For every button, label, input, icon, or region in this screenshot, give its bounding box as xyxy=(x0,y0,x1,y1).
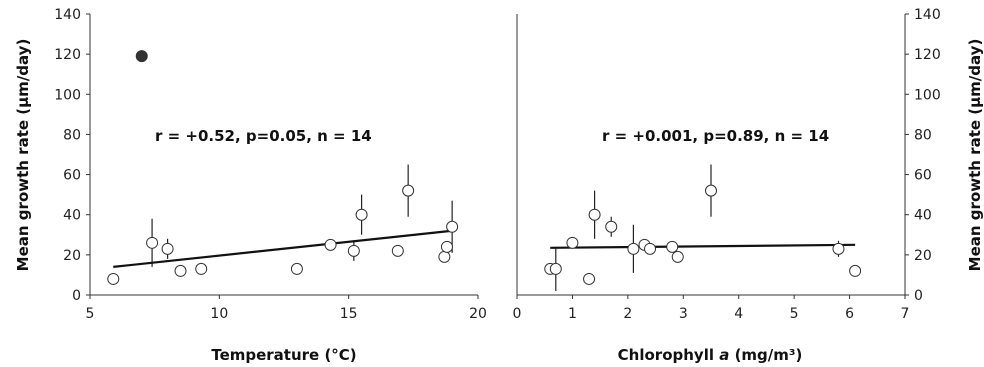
left-data-point xyxy=(446,220,459,233)
left-y-axis-label: Mean growth rate (µm/day) xyxy=(14,39,32,272)
left-correlation-annotation: r = +0.52, p=0.05, n = 14 xyxy=(155,127,372,145)
left-data-point xyxy=(402,184,415,197)
right-y-ticks: 0 20 40 60 80 100 120 140 xyxy=(905,7,941,304)
right-y-tick-label: 100 xyxy=(914,87,941,103)
right-data-point xyxy=(583,272,596,285)
left-data-point xyxy=(290,262,303,275)
left-outlier-point xyxy=(135,50,148,63)
right-x-tick-label: 7 xyxy=(901,306,910,322)
right-x-tick-label: 6 xyxy=(845,306,854,322)
right-data-marks xyxy=(544,164,862,291)
right-x-tick-label: 0 xyxy=(513,306,522,322)
left-trend-line xyxy=(113,229,453,268)
right-x-ticks: 0 1 2 3 4 5 6 7 xyxy=(513,295,910,322)
right-data-point xyxy=(644,242,657,255)
left-y-tick-label: 20 xyxy=(63,248,81,264)
right-x-tick-label: 1 xyxy=(568,306,577,322)
left-data-point xyxy=(347,244,360,257)
right-data-point xyxy=(671,250,684,263)
left-y-tick-label: 60 xyxy=(63,168,81,184)
left-x-tick-label: 5 xyxy=(86,306,95,322)
left-x-ticks: 5 10 15 20 xyxy=(86,295,487,322)
right-data-point xyxy=(705,184,717,197)
right-y-tick-label: 40 xyxy=(914,208,932,224)
left-y-tick-label: 140 xyxy=(54,7,81,23)
left-y-tick-label: 40 xyxy=(63,208,81,224)
right-y-tick-label: 0 xyxy=(914,288,923,304)
right-trend-line xyxy=(550,243,856,249)
left-data-marks xyxy=(107,50,459,285)
right-data-point xyxy=(605,220,618,233)
right-data-point xyxy=(666,240,679,253)
right-y-tick-label: 20 xyxy=(914,248,932,264)
left-data-point xyxy=(107,272,120,285)
right-data-point xyxy=(588,208,601,221)
left-data-point xyxy=(195,262,208,275)
right-x-tick-label: 3 xyxy=(679,306,688,322)
right-y-tick-label: 80 xyxy=(914,127,932,143)
left-y-tick-label: 100 xyxy=(54,87,81,103)
right-correlation-annotation: r = +0.001, p=0.89, n = 14 xyxy=(602,127,829,145)
left-x-tick-label: 10 xyxy=(210,306,228,322)
right-y-tick-label: 60 xyxy=(914,168,932,184)
right-data-point xyxy=(549,262,562,275)
left-panel: Mean growth rate (µm/day) Temperature (°… xyxy=(14,7,487,364)
left-data-point xyxy=(174,264,187,277)
right-y-axis-label: Mean growth rate (µm/day) xyxy=(966,39,984,272)
left-y-tick-label: 0 xyxy=(72,288,81,304)
left-y-tick-label: 120 xyxy=(54,47,81,63)
left-x-tick-label: 20 xyxy=(469,306,487,322)
right-y-tick-label: 120 xyxy=(914,47,941,63)
left-data-point xyxy=(161,242,174,255)
right-data-point xyxy=(627,242,640,255)
right-data-point xyxy=(832,242,845,255)
left-data-point xyxy=(440,240,453,253)
right-data-point xyxy=(849,264,862,277)
left-data-point xyxy=(438,250,451,263)
right-x-axis-label: Chlorophyll a (mg/m³) xyxy=(618,346,803,364)
left-y-ticks: 0 20 40 60 80 100 120 140 xyxy=(54,7,90,304)
left-data-point xyxy=(324,238,337,251)
right-x-tick-label: 5 xyxy=(790,306,799,322)
right-data-point xyxy=(566,236,579,249)
left-x-tick-label: 15 xyxy=(340,306,358,322)
left-x-axis-label: Temperature (°C) xyxy=(211,346,356,364)
right-x-tick-label: 4 xyxy=(734,306,743,322)
left-data-point xyxy=(355,208,368,221)
right-panel: Mean growth rate (µm/day) Chlorophyll a … xyxy=(513,7,984,364)
left-y-tick-label: 80 xyxy=(63,127,81,143)
right-x-tick-label: 2 xyxy=(623,306,632,322)
left-data-point xyxy=(146,236,159,249)
right-y-tick-label: 140 xyxy=(914,7,941,23)
left-data-point xyxy=(391,244,404,257)
